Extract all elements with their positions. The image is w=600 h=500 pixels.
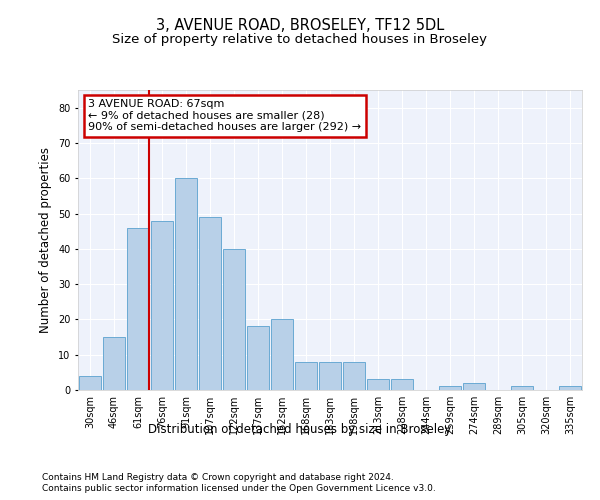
Bar — [463, 383, 485, 390]
Text: Contains public sector information licensed under the Open Government Licence v3: Contains public sector information licen… — [42, 484, 436, 493]
Bar — [367, 380, 389, 390]
Bar — [271, 320, 293, 390]
Bar — [223, 249, 245, 390]
Bar — [103, 337, 125, 390]
Bar — [247, 326, 269, 390]
Y-axis label: Number of detached properties: Number of detached properties — [40, 147, 52, 333]
Bar — [319, 362, 341, 390]
Text: Size of property relative to detached houses in Broseley: Size of property relative to detached ho… — [113, 32, 487, 46]
Bar — [175, 178, 197, 390]
Bar — [343, 362, 365, 390]
Bar — [439, 386, 461, 390]
Bar — [511, 386, 533, 390]
Text: 3 AVENUE ROAD: 67sqm
← 9% of detached houses are smaller (28)
90% of semi-detach: 3 AVENUE ROAD: 67sqm ← 9% of detached ho… — [88, 99, 361, 132]
Bar — [151, 220, 173, 390]
Text: Distribution of detached houses by size in Broseley: Distribution of detached houses by size … — [148, 422, 452, 436]
Bar — [559, 386, 581, 390]
Bar — [199, 217, 221, 390]
Text: 3, AVENUE ROAD, BROSELEY, TF12 5DL: 3, AVENUE ROAD, BROSELEY, TF12 5DL — [156, 18, 444, 32]
Bar — [79, 376, 101, 390]
Text: Contains HM Land Registry data © Crown copyright and database right 2024.: Contains HM Land Registry data © Crown c… — [42, 472, 394, 482]
Bar — [127, 228, 149, 390]
Bar — [391, 380, 413, 390]
Bar — [295, 362, 317, 390]
